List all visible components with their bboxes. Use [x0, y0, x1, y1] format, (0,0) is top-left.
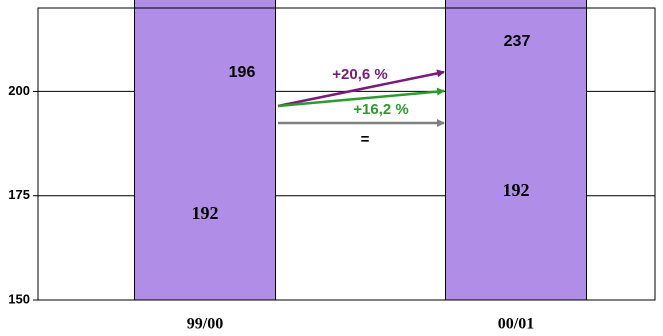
x-tick-label: 99/00	[187, 316, 223, 333]
annotation-text: =	[361, 131, 370, 148]
x-tick-label: 00/01	[498, 316, 534, 333]
y-tick-label: 175	[8, 187, 30, 202]
bar-segment	[445, 0, 587, 301]
bar-segment	[134, 0, 276, 301]
annotation-text: +20,6 %	[332, 66, 387, 83]
value-label: 192	[503, 180, 530, 200]
y-tick-label: 200	[8, 83, 30, 98]
plot-frame	[37, 7, 656, 301]
annotation-arrow	[277, 69, 445, 108]
annotation-arrow	[277, 87, 445, 108]
y-tick-label: 150	[8, 291, 30, 306]
annotation-text: +16,2 %	[353, 101, 408, 118]
total-label: 196	[229, 64, 256, 81]
total-label: 237	[504, 33, 531, 50]
value-label: 192	[192, 203, 219, 223]
